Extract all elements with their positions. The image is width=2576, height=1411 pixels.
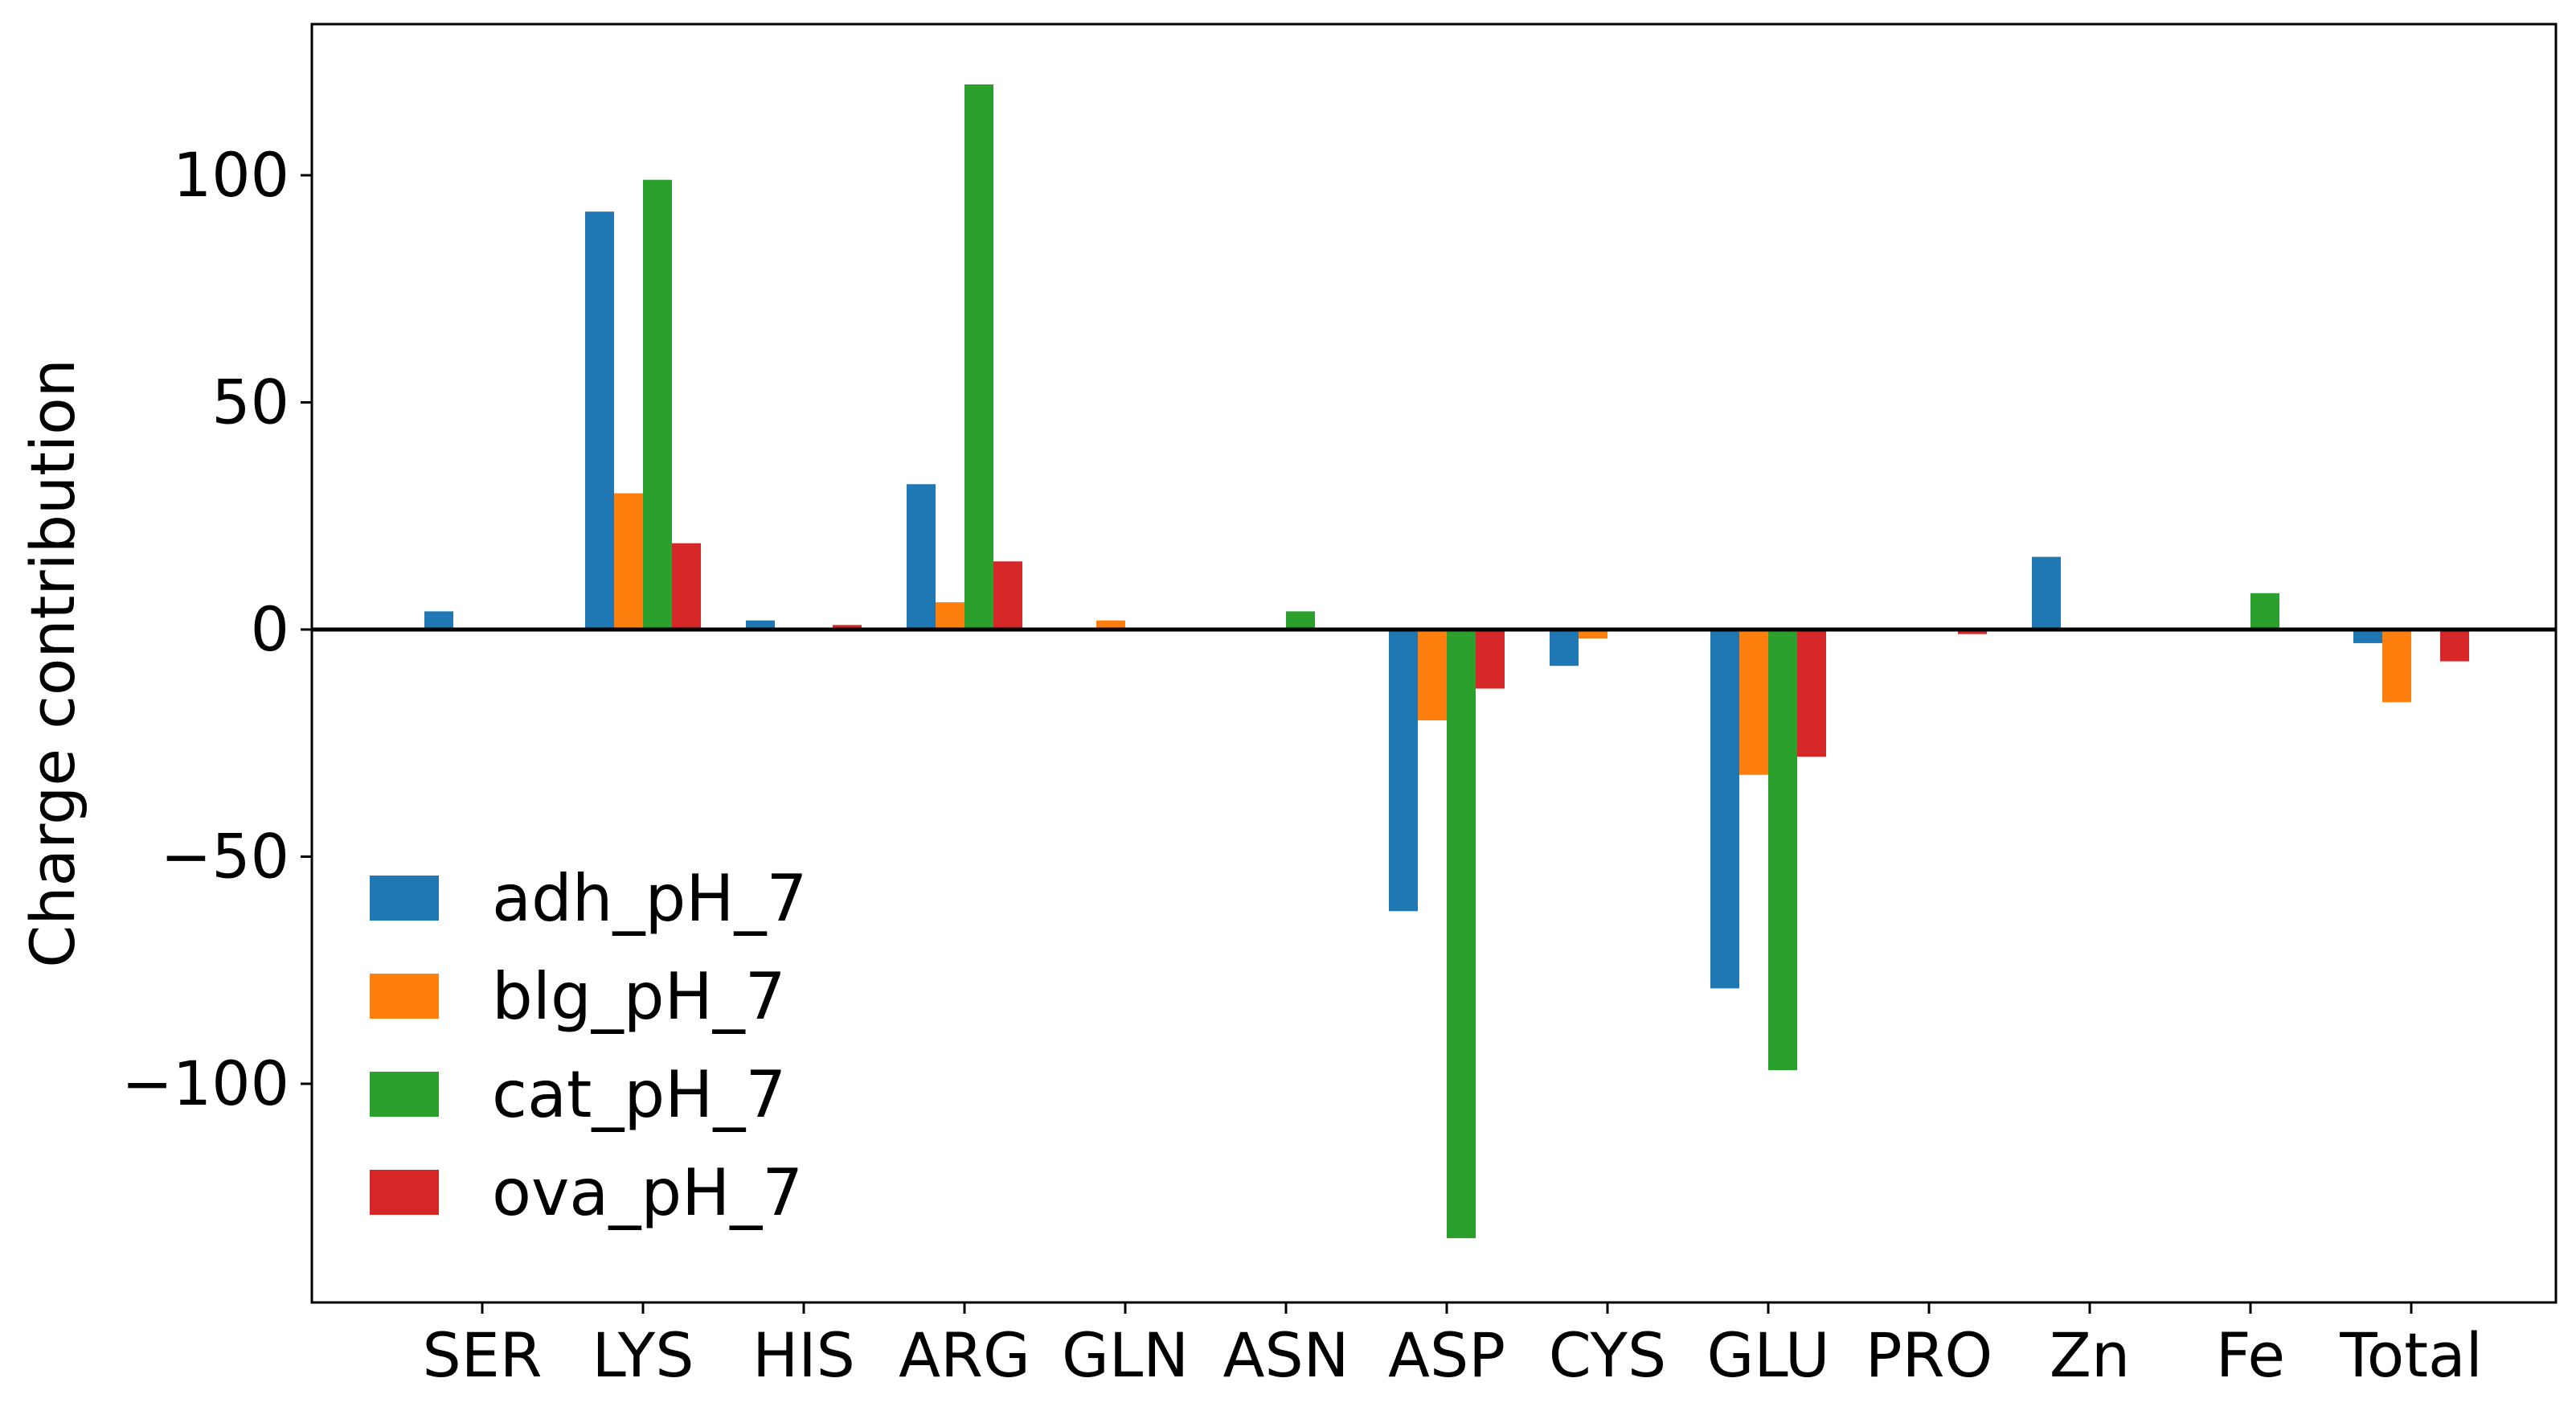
x-tick-label: SER: [422, 1319, 542, 1391]
x-tick-label: ARG: [899, 1319, 1030, 1391]
x-tick-label: GLU: [1706, 1319, 1829, 1391]
bar-ova_pH_7-ASP: [1476, 630, 1505, 689]
x-tick-label: Fe: [2216, 1319, 2285, 1391]
x-tick-label: Zn: [2050, 1319, 2130, 1391]
legend-label-cat_pH_7: cat_pH_7: [492, 1057, 786, 1132]
bar-blg_pH_7-LYS: [614, 493, 643, 630]
bar-adh_pH_7-LYS: [585, 211, 614, 630]
x-tick-label: CYS: [1549, 1319, 1666, 1391]
x-tick-label: PRO: [1865, 1319, 1992, 1391]
y-tick-label: 50: [211, 367, 289, 438]
x-tick-label: ASP: [1388, 1319, 1505, 1391]
bar-ova_pH_7-Total: [2440, 630, 2469, 662]
bar-adh_pH_7-ASP: [1389, 630, 1418, 912]
legend-swatch-cat_pH_7: [370, 1072, 439, 1117]
bar-blg_pH_7-CYS: [1579, 630, 1607, 639]
x-tick-label: Total: [2339, 1319, 2483, 1391]
bar-blg_pH_7-ASP: [1418, 630, 1447, 720]
bar-ova_pH_7-GLU: [1797, 630, 1826, 757]
legend-label-blg_pH_7: blg_pH_7: [492, 959, 786, 1034]
x-tick-label: HIS: [752, 1319, 855, 1391]
bar-adh_pH_7-HIS: [746, 620, 775, 630]
bar-blg_pH_7-ARG: [936, 602, 964, 630]
bar-ova_pH_7-ARG: [993, 561, 1022, 630]
bar-cat_pH_7-ASP: [1447, 630, 1476, 1239]
y-tick-label: −100: [121, 1048, 289, 1119]
bar-adh_pH_7-Total: [2353, 630, 2382, 643]
y-axis-label: Charge contribution: [17, 359, 88, 967]
legend-swatch-adh_pH_7: [370, 876, 439, 921]
bar-ova_pH_7-HIS: [833, 625, 862, 630]
bars-layer: [424, 84, 2469, 1239]
legend-swatch-ova_pH_7: [370, 1170, 439, 1215]
bar-blg_pH_7-GLU: [1739, 630, 1768, 775]
plot-frame: [310, 23, 2558, 1304]
x-axis: SER LYS HIS ARG GLN ASN ASP CYS GLU PRO Zn Fe Total: [422, 1302, 2483, 1391]
bar-cat_pH_7-ASN: [1286, 611, 1315, 630]
bar-cat_pH_7-GLU: [1768, 630, 1797, 1071]
bar-adh_pH_7-Zn: [2032, 556, 2061, 630]
legend: adh_pH_7 blg_pH_7 cat_pH_7 ova_pH_7: [370, 861, 807, 1230]
x-tick-label: LYS: [592, 1319, 694, 1391]
legend-swatch-blg_pH_7: [370, 974, 439, 1019]
bar-ova_pH_7-PRO: [1958, 630, 1987, 634]
legend-label-ova_pH_7: ova_pH_7: [492, 1155, 803, 1230]
bar-cat_pH_7-ARG: [964, 84, 993, 630]
bar-blg_pH_7-GLN: [1096, 620, 1125, 630]
bar-adh_pH_7-GLU: [1710, 630, 1739, 989]
x-tick-label: GLN: [1062, 1319, 1189, 1391]
y-tick-label: −50: [161, 821, 289, 892]
y-tick-label: 0: [251, 593, 289, 665]
bar-blg_pH_7-Total: [2382, 630, 2411, 703]
bar-cat_pH_7-LYS: [643, 179, 672, 630]
y-tick-label: 100: [173, 139, 289, 211]
bar-adh_pH_7-CYS: [1550, 630, 1579, 667]
bar-adh_pH_7-ARG: [907, 484, 936, 630]
bar-adh_pH_7-SER: [424, 611, 453, 630]
y-axis: 100 50 0 −50 −100: [121, 139, 312, 1119]
bar-cat_pH_7-Fe: [2250, 593, 2279, 630]
bar-ova_pH_7-LYS: [672, 543, 701, 630]
x-tick-label: ASN: [1222, 1319, 1349, 1391]
legend-label-adh_pH_7: adh_pH_7: [492, 861, 807, 936]
